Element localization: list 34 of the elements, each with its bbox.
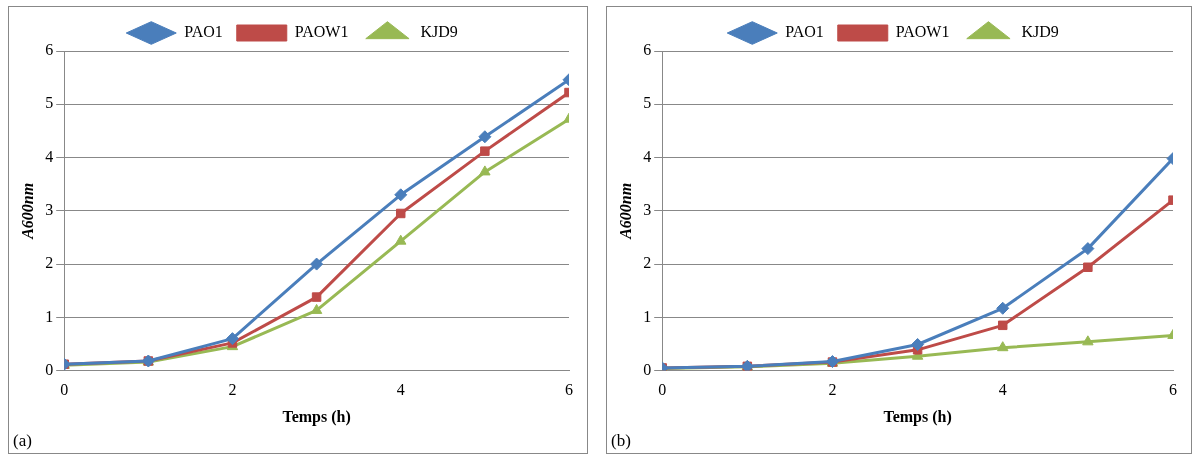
legend-label: KJD9: [1021, 23, 1059, 41]
y-tick-label: 4: [45, 147, 54, 165]
legend-label: PAO1: [184, 23, 223, 41]
y-tick-label: 0: [45, 360, 54, 378]
y-axis-title: A600nm: [18, 182, 36, 240]
y-tick-label: 1: [643, 307, 652, 325]
legend-label: PAOW1: [895, 23, 950, 41]
y-tick-label: 4: [643, 147, 652, 165]
legend-label: PAOW1: [294, 23, 349, 41]
x-tick-label: 0: [658, 381, 667, 399]
x-axis-title: Temps (h): [883, 407, 952, 426]
legend-label: KJD9: [420, 23, 458, 41]
y-tick-label: 0: [643, 360, 652, 378]
y-tick-label: 6: [45, 41, 54, 59]
x-tick-label: 2: [828, 381, 837, 399]
x-tick-label: 4: [396, 381, 405, 399]
y-tick-label: 5: [45, 94, 54, 112]
x-axis-title: Temps (h): [282, 407, 351, 426]
text: (a): [13, 431, 32, 451]
x-tick-label: 6: [565, 381, 573, 399]
x-tick-label: 6: [1169, 381, 1177, 399]
legend-label: PAO1: [785, 23, 824, 41]
y-tick-label: 6: [643, 41, 652, 59]
y-tick-label: 3: [643, 201, 652, 218]
y-tick-label: 2: [643, 254, 652, 272]
y-tick-label: 2: [45, 254, 54, 272]
y-tick-label: 3: [45, 201, 54, 218]
y-tick-label: 1: [45, 307, 54, 325]
y-axis-title: A600nm: [616, 182, 634, 240]
x-tick-label: 2: [228, 381, 237, 399]
y-tick-label: 5: [643, 94, 652, 112]
text: (b): [611, 431, 631, 451]
x-tick-label: 4: [998, 381, 1007, 399]
x-tick-label: 0: [60, 381, 69, 399]
